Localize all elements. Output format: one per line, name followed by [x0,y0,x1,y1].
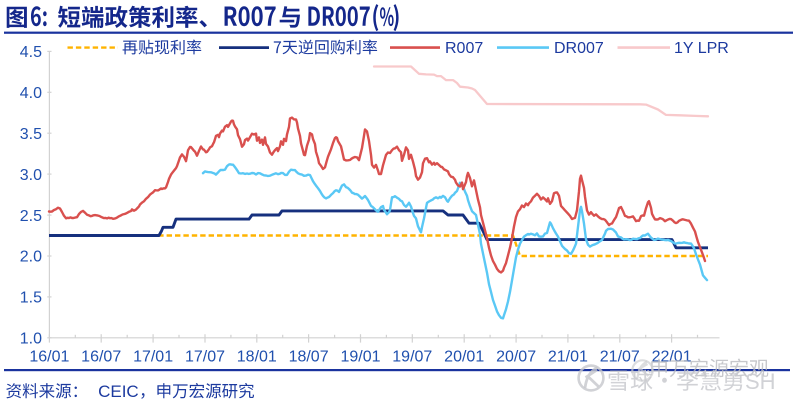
svg-text:2.5: 2.5 [20,208,42,225]
svg-text:3.5: 3.5 [20,126,42,143]
svg-text:16/01: 16/01 [29,348,69,365]
svg-text:4.0: 4.0 [20,85,42,102]
svg-text:18/01: 18/01 [237,348,277,365]
svg-text:1.0: 1.0 [20,331,42,348]
svg-text:SH: SH [745,369,776,394]
svg-text:4.5: 4.5 [20,44,42,61]
svg-text:20/01: 20/01 [444,348,484,365]
svg-text:16/07: 16/07 [81,348,121,365]
svg-text:21/01: 21/01 [548,348,588,365]
svg-text:21/07: 21/07 [600,348,640,365]
svg-text:17/01: 17/01 [133,348,173,365]
svg-text:19/07: 19/07 [392,348,432,365]
svg-text:1Y LPR: 1Y LPR [674,40,729,57]
svg-text:1.5: 1.5 [20,290,42,307]
svg-text:DR007: DR007 [554,40,604,57]
svg-text:2.0: 2.0 [20,249,42,266]
svg-text:18/07: 18/07 [289,348,329,365]
svg-text:R007: R007 [445,40,483,57]
svg-text:17/07: 17/07 [185,348,225,365]
svg-text:3.0: 3.0 [20,167,42,184]
svg-text:20/07: 20/07 [496,348,536,365]
svg-text:19/01: 19/01 [340,348,380,365]
svg-text:CEIC: CEIC [98,382,139,401]
